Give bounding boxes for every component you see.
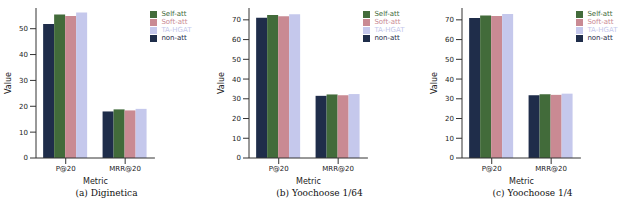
html-text:Self-att: Self-att <box>374 10 400 18</box>
html-text:TA-HGAT: TA-HGAT <box>161 26 192 34</box>
html-text:Soft-att: Soft-att <box>587 18 614 26</box>
svg-text:20: 20 <box>232 115 241 123</box>
svg-text:0: 0 <box>23 154 27 162</box>
svg-text:50: 50 <box>445 56 454 64</box>
svg-text:Value: Value <box>216 72 225 94</box>
svg-text:20: 20 <box>19 103 28 111</box>
svg-text:50: 50 <box>19 25 28 33</box>
svg-text:0: 0 <box>236 154 240 162</box>
svg-text:MRR@20: MRR@20 <box>535 165 567 173</box>
svg-text:20: 20 <box>445 115 454 123</box>
svg-text:Value: Value <box>429 72 438 94</box>
svg-text:40: 40 <box>232 76 241 84</box>
svg-text:10: 10 <box>232 135 241 143</box>
html-text:non-att: non-att <box>587 34 613 42</box>
svg-text:70: 70 <box>445 16 454 24</box>
svg-text:0: 0 <box>449 154 453 162</box>
html-text:Soft-att: Soft-att <box>374 18 401 26</box>
svg-text:10: 10 <box>19 129 28 137</box>
svg-text:60: 60 <box>445 36 454 44</box>
svg-text:60: 60 <box>232 36 241 44</box>
svg-text:40: 40 <box>445 76 454 84</box>
html-text:TA-HGAT: TA-HGAT <box>374 26 405 34</box>
html-text:TA-HGAT: TA-HGAT <box>587 26 618 34</box>
svg-text:MRR@20: MRR@20 <box>322 165 354 173</box>
html-text:(b) Yoochoose 1/64: (b) Yoochoose 1/64 <box>276 188 363 198</box>
svg-text:Metric: Metric <box>296 177 321 186</box>
html-text:(a) Diginetica: (a) Diginetica <box>75 188 138 198</box>
html-text:non-att: non-att <box>161 34 187 42</box>
svg-text:40: 40 <box>19 51 28 59</box>
svg-text:MRR@20: MRR@20 <box>109 165 141 173</box>
html-text:Self-att: Self-att <box>161 10 187 18</box>
svg-text:P@20: P@20 <box>55 165 75 173</box>
html-text:(c) Yoochoose 1/4: (c) Yoochoose 1/4 <box>492 188 573 198</box>
svg-text:70: 70 <box>232 16 241 24</box>
svg-text:30: 30 <box>19 77 28 85</box>
svg-text:P@20: P@20 <box>268 165 288 173</box>
svg-text:30: 30 <box>445 95 454 103</box>
svg-text:Metric: Metric <box>509 177 534 186</box>
svg-text:P@20: P@20 <box>481 165 501 173</box>
svg-text:Value: Value <box>8 72 12 94</box>
html-text:Self-att: Self-att <box>587 10 613 18</box>
svg-text:30: 30 <box>232 95 241 103</box>
svg-text:10: 10 <box>445 135 454 143</box>
svg-text:50: 50 <box>232 56 241 64</box>
svg-text:Metric: Metric <box>83 177 108 186</box>
html-text:non-att: non-att <box>374 34 400 42</box>
html-text:Soft-att: Soft-att <box>161 18 188 26</box>
